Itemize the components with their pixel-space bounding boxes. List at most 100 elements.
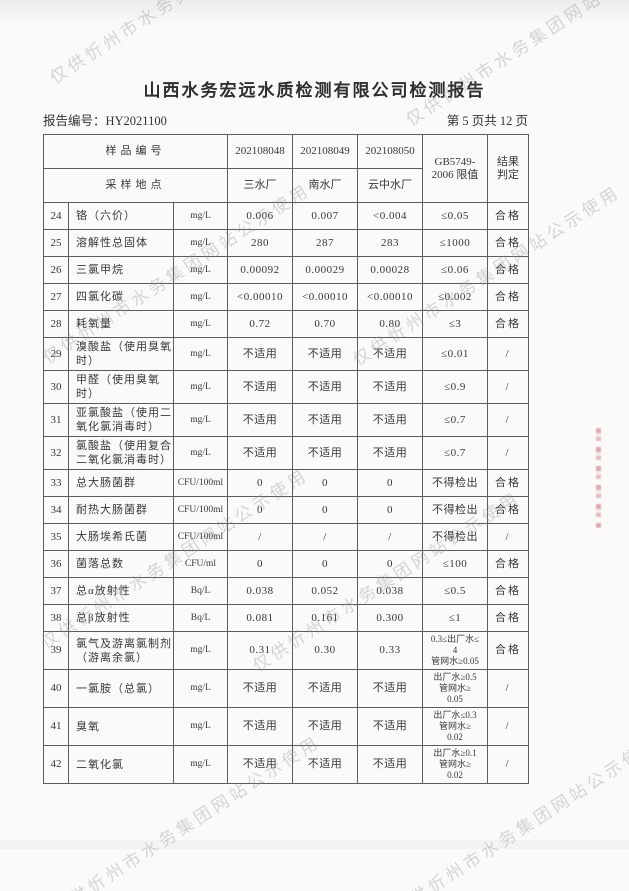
- row-number: 42: [43, 745, 69, 784]
- value-sample-2: 0: [292, 550, 358, 578]
- value-sample-3: 0.300: [357, 604, 423, 632]
- value-sample-1: 0.081: [227, 604, 293, 632]
- row-number: 24: [43, 202, 69, 230]
- table-row: 37 总α放射性 Bq/L 0.038 0.052 0.038 ≤0.5 合格: [43, 577, 529, 605]
- parameter-name: 臭氧: [68, 707, 174, 746]
- value-sample-2: 0.70: [292, 310, 358, 338]
- value-sample-1: 0: [227, 469, 293, 497]
- result-judgment: /: [487, 707, 529, 746]
- row-number: 29: [43, 337, 69, 371]
- result-judgment: 合格: [487, 577, 529, 605]
- value-sample-1: 0.006: [227, 202, 293, 230]
- table-row: 38 总β放射性 Bq/L 0.081 0.161 0.300 ≤1 合格: [43, 604, 529, 632]
- value-sample-1: 0: [227, 550, 293, 578]
- parameter-name: 亚氯酸盐（使用二氧化氯消毒时）: [68, 403, 174, 437]
- value-sample-1: 不适用: [227, 337, 293, 371]
- value-sample-3: 0: [357, 550, 423, 578]
- unit: mg/L: [173, 310, 228, 338]
- limit-value: 不得检出: [422, 496, 488, 524]
- limit-value: ≤0.9: [422, 370, 488, 404]
- table-row: 28 耗氧量 mg/L 0.72 0.70 0.80 ≤3 合格: [43, 310, 529, 338]
- value-sample-2: <0.00010: [292, 283, 358, 311]
- unit: mg/L: [173, 436, 228, 470]
- limit-value: ≤0.002: [422, 283, 488, 311]
- report-title: 山西水务宏远水质检测有限公司检测报告: [143, 81, 486, 100]
- value-sample-2: 0.052: [292, 577, 358, 605]
- parameter-name: 一氯胺（总氯）: [68, 669, 174, 708]
- table-row: 32 氯酸盐（使用复合二氧化氯消毒时） mg/L 不适用 不适用 不适用 ≤0.…: [43, 436, 529, 470]
- report-number: 报告编号：HY2021100: [43, 114, 167, 128]
- limit-value: ≤3: [422, 310, 488, 338]
- unit: mg/L: [173, 202, 228, 230]
- value-sample-3: 0.00028: [357, 256, 423, 284]
- value-sample-3: <0.00010: [357, 283, 423, 311]
- result-judgment: 合格: [487, 229, 529, 257]
- value-sample-1: 不适用: [227, 745, 293, 784]
- value-sample-2: 0.161: [292, 604, 358, 632]
- row-number: 28: [43, 310, 69, 338]
- limit-column-header: GB5749- 2006 限值: [422, 134, 488, 203]
- limit-value: ≤1: [422, 604, 488, 632]
- limit-value: ≤0.5: [422, 577, 488, 605]
- sample-id-3: 202108050: [357, 134, 423, 169]
- limit-value: 0.3≤出厂水≤ 4 管网水≥0.05: [422, 631, 488, 670]
- parameter-name: 菌落总数: [68, 550, 174, 578]
- value-sample-1: 不适用: [227, 403, 293, 437]
- limit-value: 不得检出: [422, 523, 488, 551]
- row-number: 30: [43, 370, 69, 404]
- limit-value: ≤0.06: [422, 256, 488, 284]
- value-sample-3: 283: [357, 229, 423, 257]
- value-sample-3: 不适用: [357, 337, 423, 371]
- sampling-site-label: 采样地点: [43, 168, 228, 203]
- result-judgment: /: [487, 745, 529, 784]
- results-table-body: 24 铬（六价） mg/L 0.006 0.007 <0.004 ≤0.05 合…: [43, 202, 529, 784]
- limit-value: ≤0.7: [422, 403, 488, 437]
- value-sample-3: 不适用: [357, 707, 423, 746]
- row-number: 34: [43, 496, 69, 524]
- value-sample-3: <0.004: [357, 202, 423, 230]
- page-indicator: 第 5 页共 12 页: [446, 114, 528, 128]
- unit: CFU/ml: [173, 550, 228, 578]
- unit: Bq/L: [173, 577, 228, 605]
- parameter-name: 氯酸盐（使用复合二氧化氯消毒时）: [68, 436, 174, 470]
- value-sample-2: 0: [292, 496, 358, 524]
- value-sample-1: 0.038: [227, 577, 293, 605]
- sampling-site-1: 三水厂: [227, 168, 293, 203]
- unit: mg/L: [173, 669, 228, 708]
- unit: CFU/100ml: [173, 523, 228, 551]
- red-stamp-edge-mark: [596, 428, 601, 528]
- value-sample-3: 不适用: [357, 370, 423, 404]
- value-sample-2: 不适用: [292, 337, 358, 371]
- unit: mg/L: [173, 403, 228, 437]
- limit-value: 出厂水≥0.1 管网水≥ 0.02: [422, 745, 488, 784]
- value-sample-3: 0.33: [357, 631, 423, 670]
- result-judgment: 合格: [487, 550, 529, 578]
- value-sample-3: 不适用: [357, 403, 423, 437]
- limit-value: 出厂水≥0.5 管网水≥ 0.05: [422, 669, 488, 708]
- parameter-name: 大肠埃希氏菌: [68, 523, 174, 551]
- table-row: 25 溶解性总固体 mg/L 280 287 283 ≤1000 合格: [43, 229, 529, 257]
- report-meta: 报告编号：HY2021100 第 5 页共 12 页: [43, 110, 528, 129]
- row-number: 41: [43, 707, 69, 746]
- limit-value: ≤1000: [422, 229, 488, 257]
- value-sample-1: 280: [227, 229, 293, 257]
- limit-value: ≤100: [422, 550, 488, 578]
- table-row: 30 甲醛（使用臭氧时） mg/L 不适用 不适用 不适用 ≤0.9 /: [43, 370, 529, 404]
- value-sample-1: 不适用: [227, 669, 293, 708]
- value-sample-2: 不适用: [292, 370, 358, 404]
- value-sample-1: 0: [227, 496, 293, 524]
- value-sample-1: <0.00010: [227, 283, 293, 311]
- value-sample-1: /: [227, 523, 293, 551]
- limit-value: ≤0.7: [422, 436, 488, 470]
- unit: CFU/100ml: [173, 469, 228, 497]
- value-sample-2: 不适用: [292, 403, 358, 437]
- result-judgment: 合格: [487, 256, 529, 284]
- row-number: 33: [43, 469, 69, 497]
- table-row: 26 三氯甲烷 mg/L 0.00092 0.00029 0.00028 ≤0.…: [43, 256, 529, 284]
- result-judgment: /: [487, 337, 529, 371]
- parameter-name: 总β放射性: [68, 604, 174, 632]
- row-number: 35: [43, 523, 69, 551]
- result-judgment: 合格: [487, 202, 529, 230]
- unit: mg/L: [173, 707, 228, 746]
- value-sample-3: 不适用: [357, 745, 423, 784]
